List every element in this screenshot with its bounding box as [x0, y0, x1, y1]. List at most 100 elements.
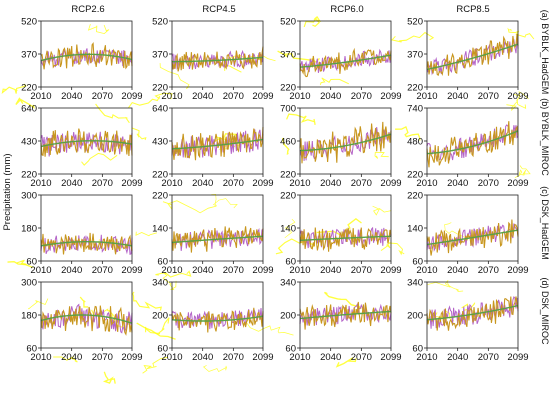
- y-tick-label: 220: [407, 169, 423, 180]
- x-tick-label: 2070: [351, 178, 372, 189]
- y-tick-label: 140: [152, 223, 168, 234]
- y-tick-label: 430: [21, 136, 37, 147]
- noise-stroke: [87, 23, 110, 35]
- panel-3-2: 60 140 220 2010 2040 2070 2099: [152, 190, 273, 276]
- y-tick-label: 370: [280, 49, 296, 60]
- noise-stroke: [372, 205, 392, 216]
- noise-stroke: [202, 365, 228, 372]
- x-tick-label: 2099: [252, 178, 273, 189]
- panel-1-3: 220 370 520 2010 2040 2070 2099: [280, 16, 401, 102]
- x-tick-label: 2010: [30, 91, 51, 102]
- x-tick-label: 2099: [252, 352, 273, 363]
- y-tick-label: 220: [152, 82, 168, 93]
- x-tick-label: 2010: [30, 352, 51, 363]
- noise-stroke: [53, 356, 78, 363]
- trend-line: [171, 315, 264, 322]
- y-tick-label: 220: [21, 82, 37, 93]
- noise-stroke: [374, 151, 389, 159]
- noise-stroke: [159, 63, 190, 90]
- x-tick-label: 2010: [416, 265, 437, 276]
- noise-stroke: [131, 291, 162, 311]
- column-title-rcp60: RCP6.0: [330, 4, 363, 15]
- panel-2-3: 220 460 700 2010 2040 2070 2099: [280, 103, 401, 189]
- y-tick-label: 180: [21, 310, 37, 321]
- x-tick-label: 2010: [289, 91, 310, 102]
- noise-stroke: [95, 103, 130, 124]
- column-titles: RCP2.6 RCP4.5 RCP6.0 RCP8.5: [71, 4, 489, 15]
- noise-stroke: [444, 222, 466, 238]
- x-tick-label: 2070: [351, 265, 372, 276]
- x-tick-label: 2040: [320, 265, 341, 276]
- x-tick-label: 2010: [289, 178, 310, 189]
- x-tick-label: 2099: [121, 352, 142, 363]
- x-tick-label: 2099: [507, 265, 528, 276]
- x-tick-label: 2070: [92, 265, 113, 276]
- y-tick-label: 520: [21, 16, 37, 27]
- noise-stroke: [162, 272, 177, 291]
- series-line-overlay: [40, 303, 133, 334]
- trend-line: [426, 304, 519, 321]
- x-tick-label: 2010: [30, 178, 51, 189]
- y-tick-label: 340: [407, 277, 423, 288]
- noise-stroke: [162, 200, 217, 214]
- noise-stroke: [316, 217, 362, 237]
- noise-stroke: [286, 113, 316, 126]
- noise-stroke: [246, 318, 294, 336]
- x-tick-label: 2070: [478, 91, 499, 102]
- x-tick-label: 2070: [351, 352, 372, 363]
- noise-stroke: [506, 100, 527, 112]
- x-tick-label: 2099: [380, 178, 401, 189]
- noise-stroke: [131, 127, 147, 141]
- trend-line: [299, 235, 391, 242]
- panel-4-1: 60 180 300 2010 2040 2070 2099: [21, 277, 142, 363]
- series-line-main: [426, 121, 519, 168]
- y-tick-label: 60: [285, 343, 296, 354]
- x-tick-label: 2099: [507, 352, 528, 363]
- x-tick-label: 2010: [416, 178, 437, 189]
- x-tick-label: 2099: [252, 91, 273, 102]
- panel-4-4: 60 200 340 2010 2040 2070 2099: [407, 277, 528, 363]
- x-tick-label: 2040: [192, 91, 213, 102]
- noise-stroke: [507, 27, 535, 40]
- x-tick-label: 2010: [416, 91, 437, 102]
- y-tick-label: 140: [280, 223, 296, 234]
- x-tick-label: 2099: [380, 265, 401, 276]
- trend-line: [40, 53, 133, 62]
- panel-3-3: 60 140 220 2010 2040 2070 2099: [280, 190, 401, 276]
- y-tick-label: 520: [152, 16, 168, 27]
- x-tick-label: 2099: [121, 265, 142, 276]
- noise-stroke: [155, 270, 192, 278]
- noise-stroke: [79, 296, 89, 308]
- trend-line: [40, 241, 133, 247]
- panel-3-4: 60 140 220 2010 2040 2070 2099: [407, 190, 528, 276]
- y-tick-label: 370: [407, 49, 423, 60]
- y-tick-label: 430: [152, 136, 168, 147]
- trend-line: [172, 235, 263, 244]
- y-tick-label: 740: [407, 103, 423, 114]
- trend-line: [426, 43, 519, 71]
- noise-stroke: [16, 259, 27, 265]
- x-tick-label: 2070: [478, 265, 499, 276]
- x-tick-label: 2099: [507, 178, 528, 189]
- x-tick-label: 2070: [478, 178, 499, 189]
- noise-stroke: [1, 83, 27, 95]
- series-line-main: [299, 227, 392, 252]
- y-tick-label: 300: [21, 190, 37, 201]
- noise-stroke: [380, 242, 405, 256]
- y-tick-label: 60: [412, 256, 423, 267]
- x-tick-label: 2099: [121, 178, 142, 189]
- noise-stroke: [284, 218, 296, 238]
- noise-stroke: [136, 322, 176, 340]
- row-label-a: (a) BYBLK_HadGEM: [540, 10, 550, 95]
- y-tick-label: 200: [407, 310, 423, 321]
- y-tick-label: 60: [412, 343, 423, 354]
- noise-stroke: [514, 165, 531, 179]
- x-tick-label: 2070: [92, 352, 113, 363]
- y-tick-label: 220: [407, 190, 423, 201]
- noise-stroke: [81, 152, 118, 166]
- x-tick-label: 2010: [161, 265, 182, 276]
- y-axis-label: Precipitation (mm): [2, 153, 13, 230]
- x-tick-label: 2040: [320, 91, 341, 102]
- series-line-main: [171, 126, 264, 161]
